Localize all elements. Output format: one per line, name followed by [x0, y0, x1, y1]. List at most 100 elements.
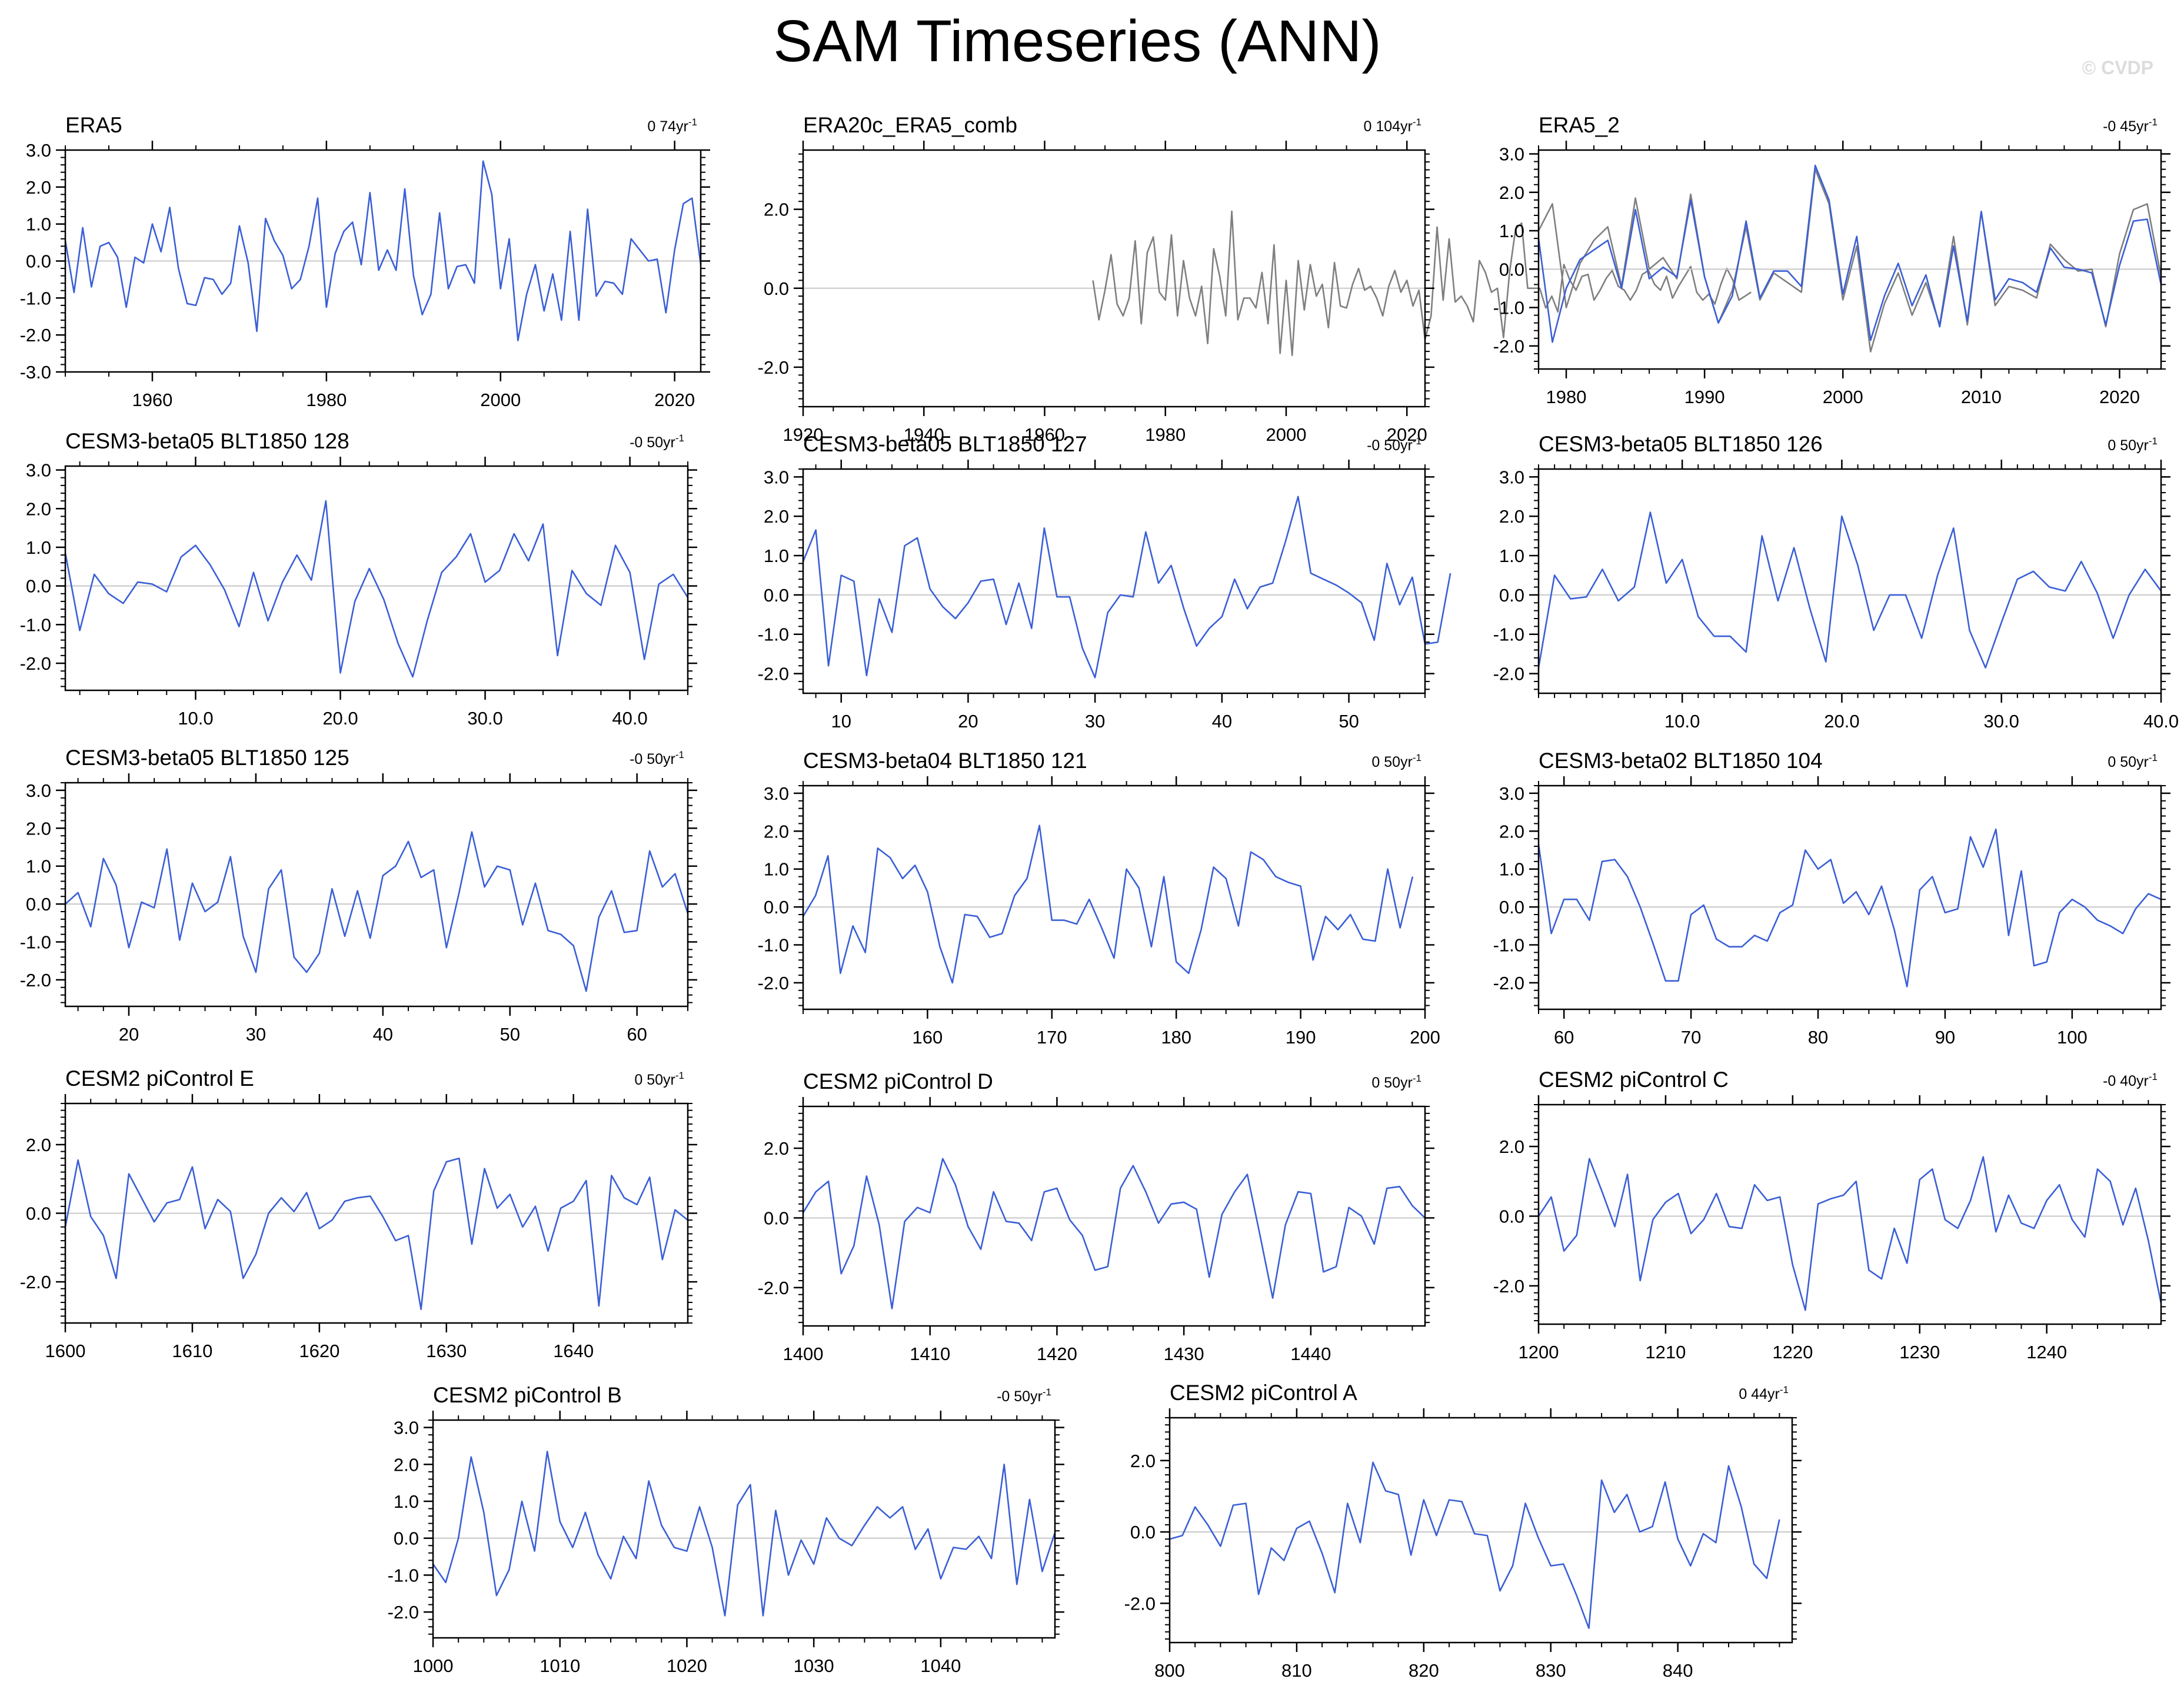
y-tick-label: 3.0: [1499, 467, 1524, 487]
trend-value: -0 40yr: [2103, 1073, 2149, 1089]
x-tick-label: 70: [1681, 1027, 1701, 1048]
x-tick-label: 10: [831, 711, 851, 732]
panel-title: CESM2 piControl D: [803, 1069, 993, 1093]
series-line-primary: [802, 1158, 1426, 1309]
plot-frame: [1537, 1103, 2162, 1325]
x-tick-label: 2020: [2099, 387, 2140, 407]
trend-value: 0 50yr: [634, 1072, 675, 1088]
trend-unit-exponent: -1: [1043, 1387, 1051, 1398]
y-tick-label: -2.0: [1493, 973, 1524, 993]
panel-title: CESM2 piControl E: [65, 1066, 254, 1091]
trend-unit-exponent: -1: [2149, 436, 2158, 447]
x-tick-label: 820: [1409, 1660, 1439, 1681]
y-tick-label: 2.0: [764, 1138, 789, 1159]
x-tick-label: 1980: [1546, 387, 1587, 407]
y-tick-label: -1.0: [20, 932, 51, 953]
x-tick-label: 1620: [299, 1341, 339, 1361]
x-tick-label: 30.0: [1984, 711, 2019, 732]
x-tick-label: 1040: [920, 1656, 961, 1676]
y-tick-label: -2.0: [20, 970, 51, 990]
y-tick-label: 0.0: [26, 1204, 51, 1224]
panel-10: 1600 1610 1620 1630 1640 -2.0 0.0 2.0 CESM2 piCo…: [20, 1066, 697, 1361]
trend-value: 0 50yr: [2108, 437, 2148, 454]
x-tick-label: 1640: [553, 1341, 594, 1361]
y-tick-label: 1.0: [764, 859, 789, 880]
panel-6: 10.0 20.0 30.0 40.0 -2.0 -1.0 0.0 1.0 2.0 3.0 CESM…: [1493, 432, 2179, 732]
panel-8: 160 170 180 190 200 -2.0 -1.0 0.0 1.0 2.0 3.0 CESM3…: [758, 749, 1440, 1048]
y-tick-label: 2.0: [26, 818, 51, 839]
y-tick-label: 1.0: [764, 546, 789, 566]
trend-label: 0 50yr-1: [2108, 436, 2158, 454]
y-tick-label: -2.0: [1124, 1593, 1156, 1614]
panel-title: CESM2 piControl C: [1539, 1068, 1729, 1092]
trend-label: 0 50yr-1: [2108, 752, 2158, 770]
x-tick-label: 180: [1161, 1027, 1191, 1048]
plot-frame: [802, 149, 1426, 408]
y-tick-label: 1.0: [1499, 221, 1524, 241]
x-tick-label: 1230: [1899, 1342, 1940, 1362]
y-tick-label: 2.0: [1499, 182, 1524, 203]
panel-4: 10.0 20.0 30.0 40.0 -2.0 -1.0 0.0 1.0 2.0 3.0 CESM…: [20, 429, 697, 729]
x-tick-label: 40: [1212, 711, 1232, 732]
x-tick-label: 1000: [413, 1656, 454, 1676]
series-line-primary: [1537, 164, 2162, 343]
x-tick-label: 2020: [654, 390, 695, 410]
x-tick-label: 30.0: [467, 708, 502, 729]
y-tick-label: 0.0: [764, 585, 789, 606]
y-tick-label: 3.0: [394, 1418, 419, 1438]
y-tick-label: 0.0: [764, 1208, 789, 1228]
x-tick-label: 160: [913, 1027, 943, 1048]
trend-unit-exponent: -1: [2149, 1071, 2158, 1082]
x-tick-label: 830: [1536, 1660, 1566, 1681]
x-tick-label: 1030: [794, 1656, 834, 1676]
x-tick-label: 30: [1085, 711, 1105, 732]
y-tick-label: 3.0: [1499, 783, 1524, 804]
x-tick-label: 1440: [1290, 1344, 1331, 1364]
y-tick-label: -1.0: [388, 1565, 419, 1585]
y-tick-label: 2.0: [1499, 506, 1524, 527]
trend-value: 0 50yr: [1371, 754, 1412, 770]
y-tick-label: 2.0: [26, 498, 51, 519]
y-tick-label: -2.0: [20, 1272, 51, 1292]
x-tick-label: 10.0: [1664, 711, 1700, 732]
x-tick-label: 40.0: [2143, 711, 2179, 732]
y-tick-label: 0.0: [764, 278, 789, 299]
y-tick-label: 2.0: [394, 1454, 419, 1475]
figure-title: SAM Timeseries (ANN): [773, 8, 1381, 74]
y-tick-label: 2.0: [1499, 1136, 1524, 1157]
y-tick-label: 3.0: [26, 140, 51, 161]
y-tick-label: -2.0: [20, 325, 51, 345]
panel-title: ERA20c_ERA5_comb: [803, 113, 1017, 137]
plot-frame: [1537, 784, 2162, 1010]
y-tick-label: 2.0: [764, 200, 789, 220]
trend-unit-exponent: -1: [1780, 1384, 1789, 1395]
x-tick-label: 1430: [1164, 1344, 1204, 1364]
panel-title: CESM3-beta05 BLT1850 125: [65, 746, 349, 770]
x-tick-label: 1020: [667, 1656, 707, 1676]
plot-frame: [1168, 1417, 1793, 1644]
y-tick-label: 3.0: [764, 783, 789, 804]
y-tick-label: -1.0: [20, 288, 51, 308]
y-tick-label: 0.0: [1499, 585, 1524, 606]
x-tick-label: 1220: [1772, 1342, 1813, 1362]
panel-title: CESM3-beta05 BLT1850 126: [1539, 432, 1823, 456]
panel-title: CESM2 piControl A: [1170, 1381, 1357, 1405]
trend-label: -0 50yr-1: [630, 433, 684, 451]
x-tick-label: 90: [1935, 1027, 1955, 1048]
y-tick-label: 2.0: [764, 506, 789, 527]
panel-grid: 1960 1980 2000 2020-3.0-2.0-1.00.01.02.03.0…: [20, 113, 2179, 1681]
x-tick-label: 40.0: [612, 708, 647, 729]
y-tick-label: 2.0: [764, 821, 789, 842]
y-tick-label: -1.0: [1493, 935, 1524, 956]
y-tick-label: -2.0: [758, 357, 789, 378]
y-tick-label: 0.0: [394, 1528, 419, 1549]
x-tick-label: 60: [1554, 1027, 1574, 1048]
x-tick-label: 800: [1154, 1660, 1185, 1681]
x-tick-label: 80: [1808, 1027, 1828, 1048]
trend-label: 0 50yr-1: [634, 1070, 684, 1088]
y-tick-label: 0.0: [26, 894, 51, 915]
y-tick-label: -2.0: [758, 664, 789, 684]
x-tick-label: 1200: [1519, 1342, 1559, 1362]
trend-unit-exponent: -1: [675, 749, 684, 760]
trend-label: -0 40yr-1: [2103, 1071, 2158, 1089]
